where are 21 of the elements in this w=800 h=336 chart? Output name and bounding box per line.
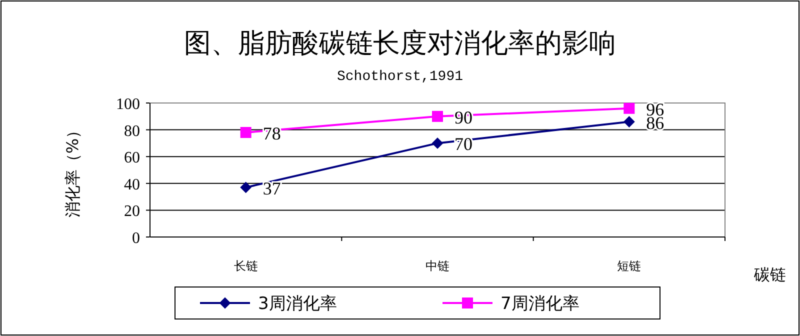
y-tick-label: 40 [124,176,140,194]
y-tick-label: 100 [116,96,140,113]
chart-title: 图、脂肪酸碳链长度对消化率的影响 [184,28,616,59]
y-tick-label: 0 [132,230,140,247]
point [240,126,252,138]
y-axis-title: 消化率（%） [63,122,82,218]
x-tick-label: 长链 [234,259,258,273]
point [432,138,443,149]
chart-subtitle: Schothorst,1991 [336,69,464,85]
x-tick-label: 短链 [617,259,642,273]
point [624,116,635,128]
x-tick-label: 中链 [426,259,450,273]
legend-label: 7周消化率 [500,294,580,314]
point [432,110,443,122]
y-tick-label: 20 [124,203,140,220]
point [240,182,252,193]
y-tick-label: 60 [124,150,140,167]
x-axis-title: 碳链 [753,265,786,284]
legend-label: 3周消化率 [258,294,337,314]
point [624,102,635,114]
y-tick-label: 80 [124,122,140,140]
